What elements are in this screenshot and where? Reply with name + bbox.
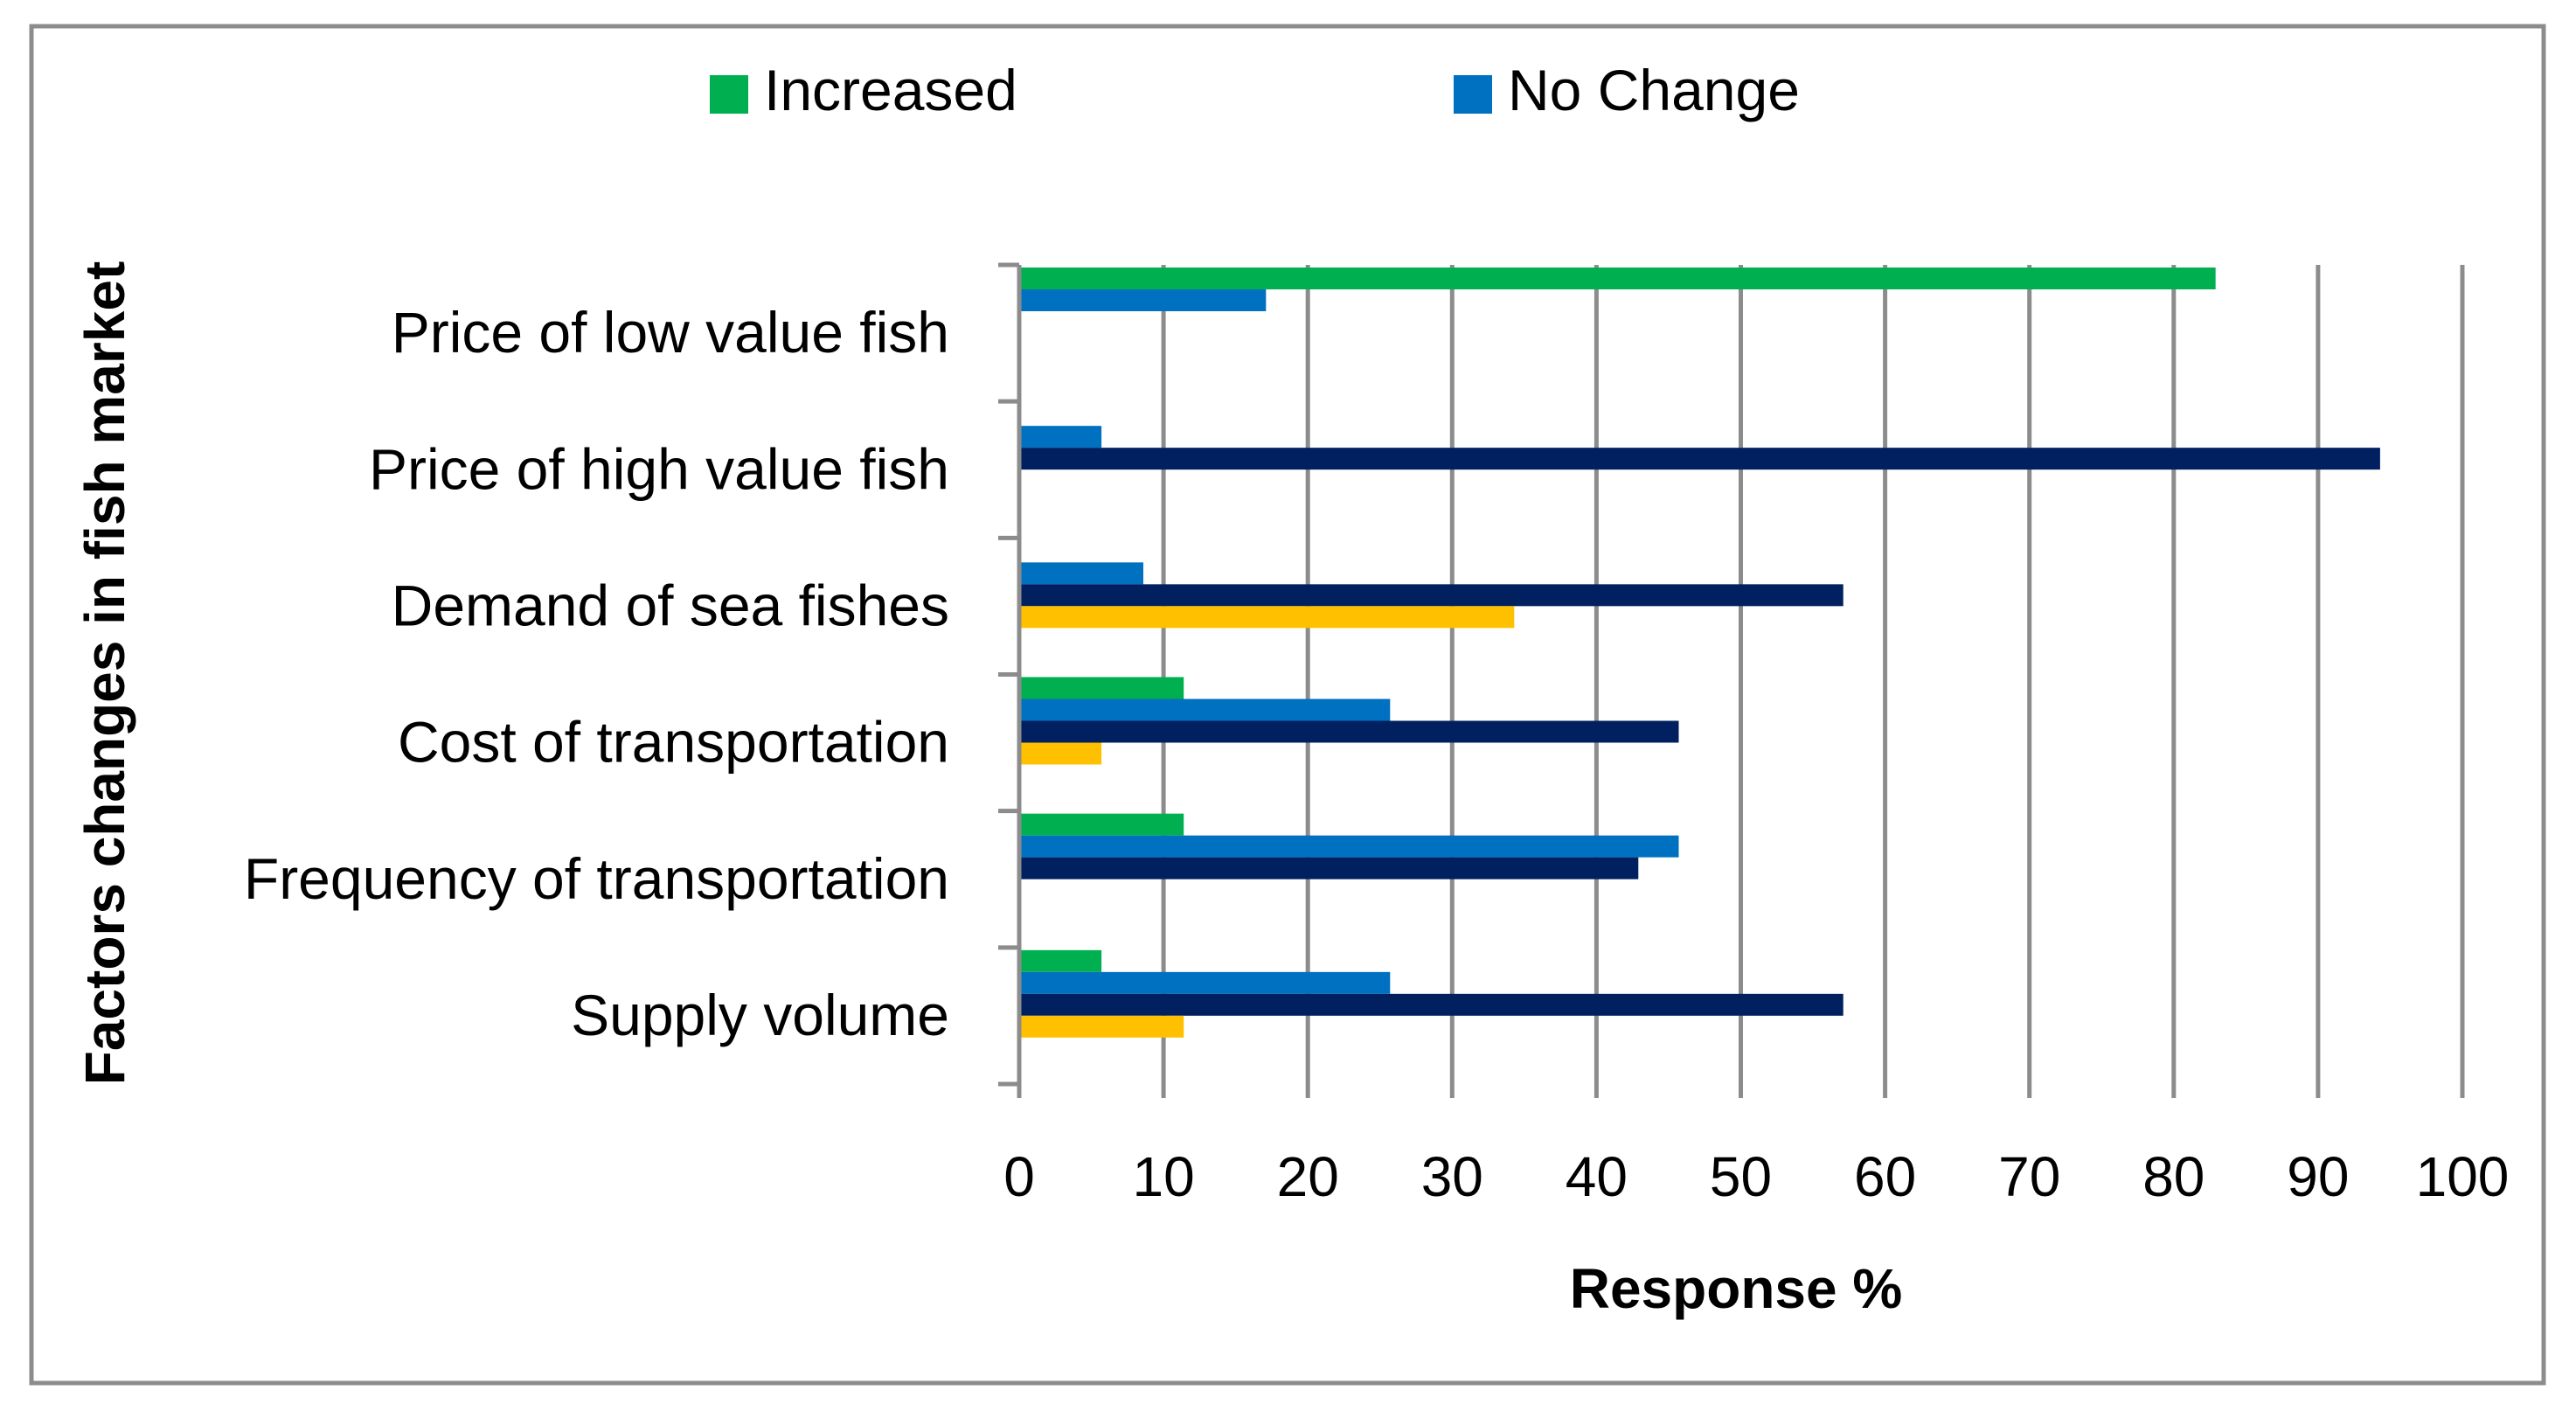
legend-label-increased: Increased bbox=[764, 58, 1017, 122]
x-tick-label-60: 60 bbox=[1854, 1145, 1916, 1208]
axes bbox=[998, 262, 2465, 1098]
category-label-supply-volume: Supply volume bbox=[571, 983, 949, 1047]
bars bbox=[1019, 268, 2380, 1038]
legend-swatch-increased bbox=[710, 75, 748, 114]
bar-series-3-cost-of-transportation bbox=[1019, 720, 1679, 743]
bar-increased-price-of-low-value-fish bbox=[1019, 268, 2216, 289]
category-label-cost-of-transportation: Cost of transportation bbox=[398, 710, 949, 775]
x-tick-label-20: 20 bbox=[1277, 1145, 1339, 1208]
bar-series-3-price-of-high-value-fish bbox=[1019, 448, 2380, 470]
x-tick-label-30: 30 bbox=[1421, 1145, 1483, 1208]
bar-no-change-price-of-high-value-fish bbox=[1019, 426, 1102, 448]
bar-no-change-cost-of-transportation bbox=[1019, 699, 1391, 721]
category-label-price-of-low-value-fish: Price of low value fish bbox=[392, 300, 949, 365]
category-label-demand-of-sea-fishes: Demand of sea fishes bbox=[392, 573, 949, 637]
bar-series-3-supply-volume bbox=[1019, 993, 1843, 1016]
legend: Increased No Change bbox=[710, 58, 1800, 122]
legend-swatch-no-change bbox=[1454, 75, 1492, 114]
bar-series-3-frequency-of-transportation bbox=[1019, 857, 1639, 879]
category-label-frequency-of-transportation: Frequency of transportation bbox=[244, 846, 949, 911]
bar-series-3-demand-of-sea-fishes bbox=[1019, 584, 1843, 607]
bar-increased-frequency-of-transportation bbox=[1019, 813, 1184, 836]
y-axis-label: Factors changes in fish market bbox=[73, 261, 136, 1086]
category-labels: Price of low value fish Price of high val… bbox=[244, 300, 949, 1047]
bar-no-change-price-of-low-value-fish bbox=[1019, 289, 1267, 311]
bar-series-4-cost-of-transportation bbox=[1019, 742, 1102, 765]
legend-label-no-change: No Change bbox=[1508, 58, 1800, 122]
category-label-price-of-high-value-fish: Price of high value fish bbox=[369, 436, 949, 501]
bar-increased-supply-volume bbox=[1019, 949, 1102, 972]
x-tick-label-10: 10 bbox=[1133, 1145, 1195, 1208]
bar-series-4-supply-volume bbox=[1019, 1015, 1184, 1038]
x-tick-label-0: 0 bbox=[1003, 1145, 1035, 1208]
bar-series-4-demand-of-sea-fishes bbox=[1019, 606, 1515, 629]
gridlines bbox=[1161, 265, 2465, 1084]
x-tick-label-50: 50 bbox=[1710, 1145, 1772, 1208]
x-tick-label-40: 40 bbox=[1566, 1145, 1628, 1208]
bar-no-change-frequency-of-transportation bbox=[1019, 835, 1679, 858]
x-tick-label-90: 90 bbox=[2287, 1145, 2349, 1208]
x-tick-label-100: 100 bbox=[2416, 1145, 2510, 1208]
bar-no-change-supply-volume bbox=[1019, 971, 1391, 994]
bar-no-change-demand-of-sea-fishes bbox=[1019, 562, 1143, 585]
x-axis-label: Response % bbox=[1570, 1257, 1903, 1320]
x-tick-labels: 0 10 20 30 40 50 60 70 80 90 100 bbox=[1003, 1145, 2509, 1208]
x-tick-label-80: 80 bbox=[2142, 1145, 2205, 1208]
bar-increased-cost-of-transportation bbox=[1019, 677, 1184, 699]
x-tick-label-70: 70 bbox=[1998, 1145, 2060, 1208]
